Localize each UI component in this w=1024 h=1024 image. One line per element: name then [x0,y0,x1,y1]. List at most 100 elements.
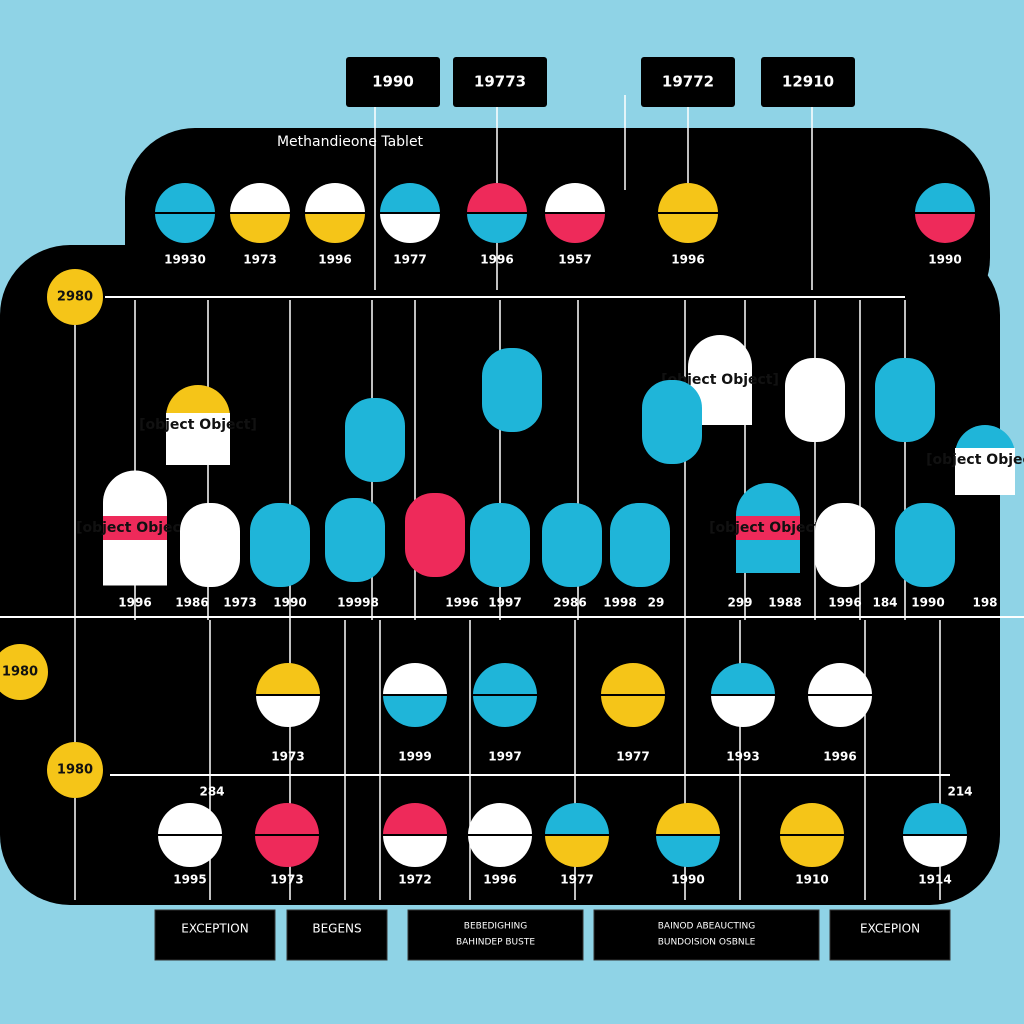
footer-box [154,909,276,961]
icon-circle [383,803,447,867]
circle-bottom [383,835,447,867]
year-label: 1977 [393,253,426,267]
circle-bottom [903,835,967,867]
circle-top [383,663,447,695]
year-label: 1996 [318,253,351,267]
footer-box [829,909,951,961]
small-label: 214 [947,785,972,799]
year-label: 1999 [398,750,431,764]
pill-band [736,516,800,540]
circle-top [545,803,609,835]
year-label: 1990 [928,253,961,267]
year-label: 1986 [175,596,208,610]
year-label: 29 [648,596,665,610]
year-label: 1972 [398,873,431,887]
year-label: 2986 [553,596,586,610]
icon-circle [545,803,609,867]
year-label: 1973 [223,596,256,610]
year-label: 1977 [560,873,593,887]
icon-circle [256,663,320,727]
year-label: 1996 [828,596,861,610]
year-label: 1990 [273,596,306,610]
year-box [641,57,735,107]
circle-bottom [808,695,872,727]
small-label: 284 [199,785,224,799]
icon-circle [808,663,872,727]
year-label: 1997 [488,596,521,610]
circle-bottom [155,213,215,243]
circle-top [473,663,537,695]
year-label: 1997 [488,750,521,764]
circle-bottom [473,695,537,727]
icon-circle [656,803,720,867]
badge-label: 1980 [2,665,38,680]
year-label: 1910 [795,873,828,887]
circle-bottom [545,835,609,867]
circle-top [155,183,215,213]
year-label: 1990 [911,596,944,610]
footer-box [286,909,388,961]
connector-lines [0,296,1024,776]
icon-circle [383,663,447,727]
circle-top [711,663,775,695]
circle-top [468,803,532,835]
circle-top [230,183,290,213]
circle-bottom [256,695,320,727]
pill-label: [object Object] [661,372,779,388]
footer-label: BAHINDEP BUSTE [456,938,535,948]
icon-circle [155,183,215,243]
icon-circle [473,663,537,727]
icon-circle [380,183,440,243]
circle-bottom [915,213,975,243]
footer-label: EXCEPION [860,922,920,936]
year-label: 1998 [603,596,636,610]
year-box [761,57,855,107]
circle-bottom [656,835,720,867]
circle-bottom [601,695,665,727]
circle-top [601,663,665,695]
circle-bottom [468,835,532,867]
circle-top [380,183,440,213]
icon-circle [467,183,527,243]
circle-bottom [658,213,718,243]
capsule [642,380,702,464]
pill-band [166,413,230,437]
pill-band [955,448,1015,472]
year-label: 1993 [726,750,759,764]
circle-top [780,803,844,835]
icon-circle [903,803,967,867]
icon-circle [658,183,718,243]
capsule [345,398,405,482]
pill-label: [object Object] [139,417,257,433]
year-box-label: 12910 [782,73,834,91]
pill-band [688,368,752,392]
year-box [453,57,547,107]
icon-circle [468,803,532,867]
year-box-label: 1990 [372,73,414,91]
circle-top [383,803,447,835]
year-label: 1996 [823,750,856,764]
year-label: 1977 [616,750,649,764]
capsule [325,498,385,582]
badge-label: 2980 [57,290,93,305]
year-label: 1996 [445,596,478,610]
icon-circle [915,183,975,243]
circle-top [158,803,222,835]
circle-bottom [158,835,222,867]
year-label: 1996 [480,253,513,267]
year-label: 1957 [558,253,591,267]
circle-top [658,183,718,213]
circle-bottom [467,213,527,243]
footer-box [593,909,820,961]
year-label: 299 [727,596,752,610]
year-box-label: 19773 [474,73,526,91]
capsule [895,503,955,587]
circle-top [545,183,605,213]
footer-label: BUNDOISION OSBNLE [658,938,756,948]
year-label: 1973 [271,750,304,764]
circle-bottom [230,213,290,243]
capsule [815,503,875,587]
circle-bottom [545,213,605,243]
year-label: 19930 [164,253,206,267]
